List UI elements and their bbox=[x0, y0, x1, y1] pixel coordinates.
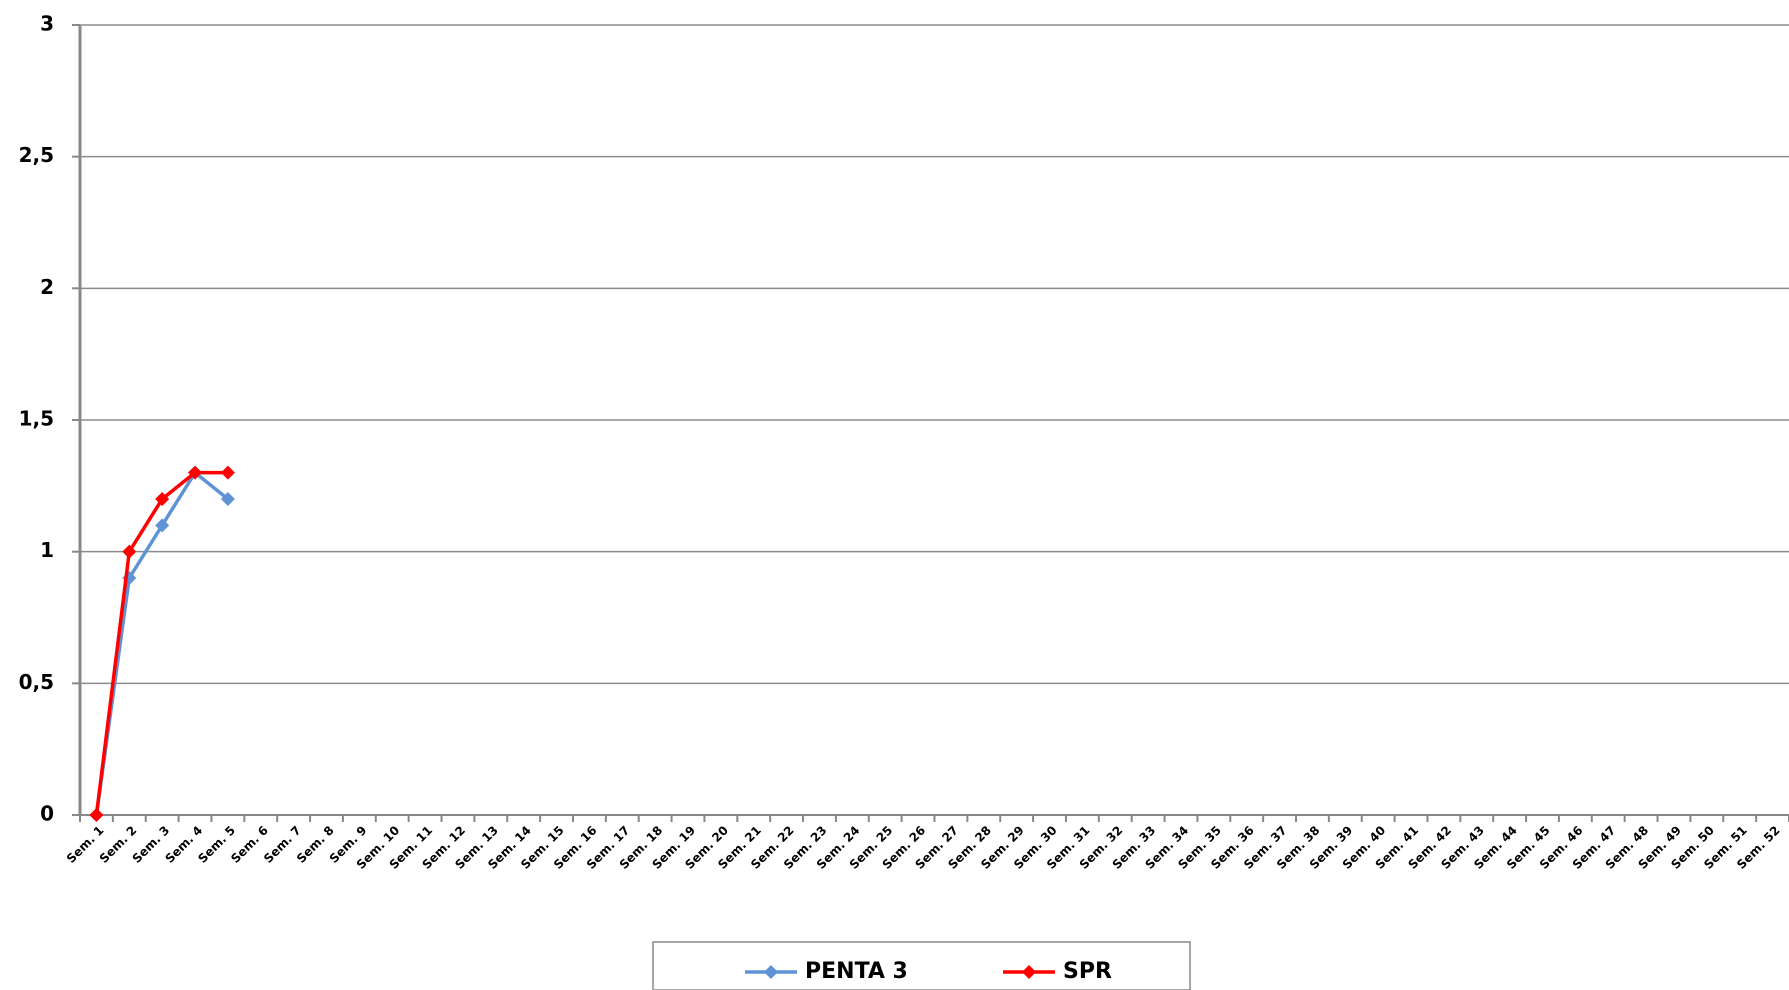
y-tick-label: 0 bbox=[40, 802, 54, 826]
y-tick-label: 2 bbox=[40, 275, 54, 299]
y-tick-label: 1 bbox=[40, 538, 54, 562]
legend-marker bbox=[1022, 965, 1036, 979]
legend-label: SPR bbox=[1063, 959, 1112, 984]
legend-marker bbox=[764, 965, 778, 979]
y-tick-label: 3 bbox=[40, 12, 54, 36]
point-marker bbox=[220, 465, 235, 480]
legend-box bbox=[652, 941, 1191, 990]
y-tick-label: 1,5 bbox=[19, 407, 54, 431]
point-marker bbox=[220, 492, 235, 506]
point-marker bbox=[188, 465, 203, 480]
point-marker bbox=[122, 544, 137, 559]
legend-label: PENTA 3 bbox=[805, 959, 908, 984]
y-tick-label: 0,5 bbox=[19, 670, 54, 694]
point-marker bbox=[155, 518, 170, 533]
point-marker bbox=[89, 808, 104, 822]
y-tick-label: 2,5 bbox=[19, 143, 54, 167]
point-marker bbox=[155, 492, 170, 506]
